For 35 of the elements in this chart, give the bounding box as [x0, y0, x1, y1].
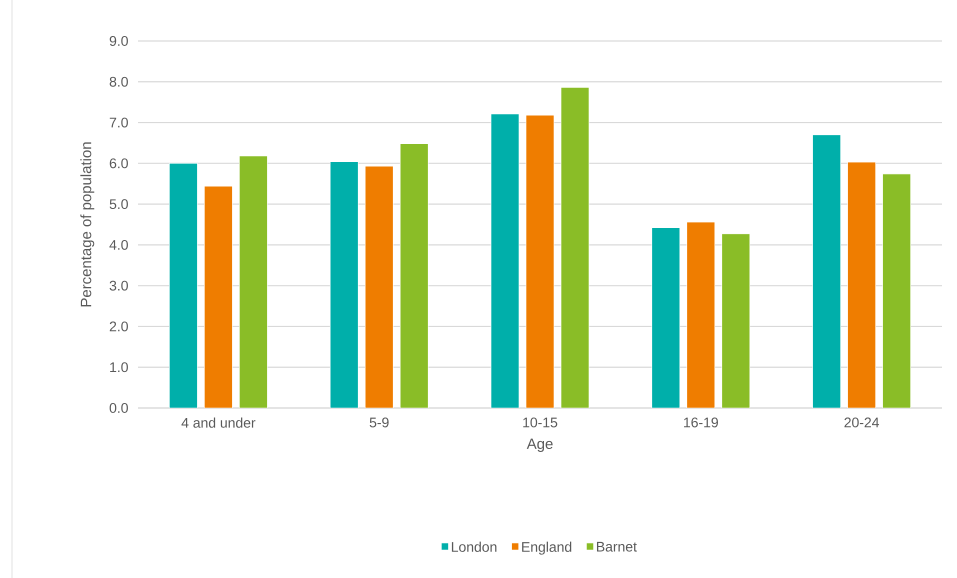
legend-label: London [452, 542, 496, 552]
y-tick-label: 3.0 [110, 280, 128, 291]
y-tick-label: 6.0 [110, 158, 128, 168]
y-tick-label: 0.0 [110, 403, 128, 413]
y-axis-title: Percentage of population [80, 142, 94, 306]
x-tick-label: 5-9 [370, 418, 389, 428]
y-tick-label: 7.0 [110, 118, 128, 128]
x-tick-label: 20-24 [844, 418, 880, 428]
legend-label: England [522, 542, 572, 555]
bar [239, 156, 268, 408]
y-tick-label: 9.0 [110, 36, 128, 46]
bar [364, 166, 394, 408]
y-tick-label: 1.0 [110, 362, 128, 372]
bar [330, 161, 359, 408]
bar [686, 222, 716, 408]
bar [722, 234, 750, 408]
y-tick-label: 8.0 [110, 76, 128, 87]
y-tick-label: 2.0 [110, 321, 128, 332]
bar [652, 227, 680, 408]
y-tick-label: 4.0 [109, 240, 128, 250]
bar [400, 143, 429, 408]
legend-label: Barnet [596, 542, 637, 552]
x-tick-label: 16-19 [684, 418, 718, 428]
bar [560, 87, 590, 408]
bar [882, 174, 911, 408]
x-axis-title: Age [526, 438, 553, 452]
bar [169, 163, 198, 408]
bar [812, 134, 841, 408]
bar [490, 114, 520, 408]
bar [847, 162, 876, 408]
y-tick-label: 5.0 [110, 199, 128, 210]
bar [204, 186, 233, 408]
x-tick-label: 10-15 [523, 418, 558, 428]
bar [526, 114, 554, 408]
x-tick-label: 4 and under [181, 418, 256, 428]
